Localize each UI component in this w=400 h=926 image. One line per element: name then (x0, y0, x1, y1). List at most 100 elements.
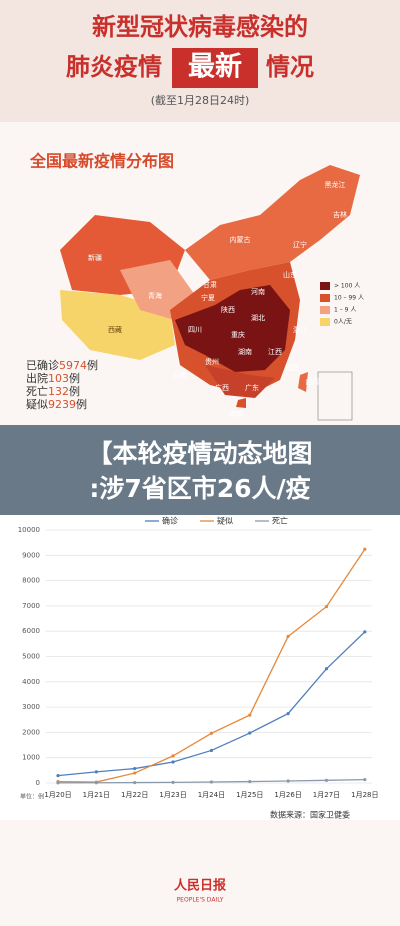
legend-label: > 100 人 (334, 283, 360, 290)
point (209, 748, 214, 753)
map-shapes (60, 165, 360, 421)
region-label: 宁夏 (201, 293, 215, 302)
region-label: 陕西 (221, 305, 235, 314)
point (286, 711, 290, 716)
logo-en: PEOPLE'S DAILY (177, 897, 224, 904)
point (363, 547, 367, 551)
y-tick-label: 2000 (22, 728, 40, 736)
region-label: 黑龙江 (325, 180, 346, 189)
banner-line2: :涉7省区市26人/疫 (89, 474, 310, 503)
point (94, 770, 98, 774)
x-tick-label: 1月26日 (274, 791, 301, 799)
point (324, 778, 329, 782)
x-tick-label: 1月27日 (313, 791, 340, 799)
map-title: 全国最新疫情分布图 (29, 152, 174, 171)
region-label: 贵州 (205, 357, 219, 366)
point (94, 781, 98, 785)
region-label: 湖北 (251, 313, 265, 322)
x-tick-label: 1月28日 (351, 791, 378, 799)
y-tick-label: 1000 (22, 754, 40, 762)
stat-unit: 例 (87, 358, 98, 372)
y-tick-label: 7000 (22, 602, 40, 610)
region-label: 西藏 (108, 325, 122, 334)
legend-label: 疑似 (217, 516, 233, 526)
legend-swatch (320, 318, 330, 326)
point (248, 731, 252, 735)
legend-label: 死亡 (272, 516, 288, 526)
x-tick-label: 1月20日 (44, 791, 71, 799)
y-tick-label: 10000 (18, 526, 40, 534)
point (248, 779, 252, 784)
point (56, 774, 60, 778)
x-tick-label: 1月23日 (159, 791, 186, 799)
logo: 人民日报 (174, 878, 227, 894)
point (209, 731, 214, 735)
region-label: 海南 (229, 409, 243, 418)
y-tick-label: 9000 (22, 551, 40, 559)
stat-unit: 例 (69, 384, 80, 398)
y-tick-label: 4000 (22, 678, 40, 686)
stat-label: 出院 (26, 371, 48, 385)
point (324, 604, 329, 609)
legend-label: 0人/无 (334, 319, 352, 326)
y-tick-label: 0 (36, 779, 40, 787)
region-label: 台湾 (305, 377, 319, 386)
legend-swatch (320, 282, 330, 290)
header-highlight (172, 48, 258, 88)
banner-bg (0, 425, 400, 515)
legend-label: 1 – 9 人 (334, 307, 356, 314)
legend-label: 确诊 (162, 516, 178, 526)
stat-value: 9239 (48, 398, 76, 411)
region-label: 新疆 (88, 253, 102, 262)
point (248, 713, 252, 717)
stat-unit: 例 (76, 397, 87, 411)
legend-swatch (320, 294, 330, 302)
region-label: 重庆 (231, 330, 245, 339)
point (133, 766, 137, 771)
point (56, 781, 60, 785)
stat-unit: 例 (69, 371, 80, 385)
region-label: 四川 (188, 326, 202, 334)
legend-label: 10 – 99 人 (334, 295, 364, 302)
point (363, 630, 367, 634)
stat: 死亡132例 (26, 384, 80, 398)
region-label: 广西 (215, 383, 229, 392)
legend-swatch (320, 306, 330, 314)
region-label: 河南 (251, 287, 265, 296)
region-label: 云南 (173, 370, 187, 379)
region-label: 江西 (268, 348, 282, 356)
stat-value: 5974 (59, 359, 87, 372)
y-tick-label: 3000 (22, 703, 40, 711)
y-tick-label: 5000 (22, 653, 40, 661)
region-label: 甘肃 (203, 280, 217, 289)
header-line2b: 最新 (188, 51, 242, 83)
stat: 疑似9239例 (26, 397, 87, 411)
stat-label: 死亡 (26, 384, 48, 398)
point (324, 667, 329, 671)
x-tick-label: 1月24日 (198, 791, 225, 799)
point (171, 780, 175, 784)
region-label: 福建 (285, 363, 299, 372)
source: 数据来源：国家卫健委 (270, 810, 350, 820)
unit-label: 单位：例 (20, 793, 44, 801)
point (286, 634, 290, 639)
point (209, 780, 214, 784)
point (363, 778, 367, 782)
chart-bg (0, 515, 400, 820)
header-line1: 新型冠状病毒感染的 (92, 13, 308, 41)
x-tick-label: 1月21日 (83, 791, 110, 799)
point (171, 760, 175, 764)
region-label: 广东 (245, 383, 259, 392)
region-label: 内蒙古 (230, 235, 251, 244)
region-label: 浙江 (293, 325, 307, 334)
point (286, 779, 290, 783)
region-label: 吉林 (333, 210, 347, 219)
stat-label: 已确诊 (26, 358, 59, 372)
x-tick-label: 1月22日 (121, 791, 148, 799)
stat-value: 103 (48, 372, 69, 385)
point (133, 771, 137, 775)
header-line2a: 肺炎疫情 (66, 53, 162, 81)
header-line2c: 情况 (266, 53, 314, 81)
stat: 出院103例 (26, 371, 80, 385)
region-label: 青海 (148, 291, 162, 300)
